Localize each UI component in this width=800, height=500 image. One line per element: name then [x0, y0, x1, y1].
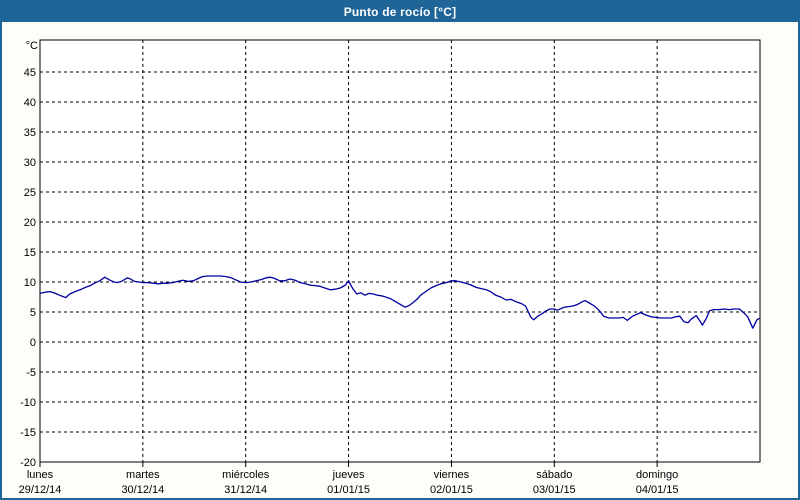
- day-name-label: sábado: [536, 469, 572, 481]
- y-tick-label: -20: [20, 457, 36, 469]
- chart-title: Punto de rocío [°C]: [343, 5, 457, 19]
- day-name-label: jueves: [332, 469, 365, 481]
- dewpoint-line: [39, 275, 760, 329]
- day-date-label: 04/01/15: [636, 484, 679, 496]
- y-tick-label: -5: [26, 367, 36, 379]
- day-name-label: viernes: [434, 469, 470, 481]
- y-tick-label: 15: [24, 247, 36, 259]
- day-name-label: martes: [126, 469, 160, 481]
- y-tick-label: -15: [20, 427, 36, 439]
- y-tick-label: 20: [24, 217, 36, 229]
- y-tick-label: 10: [24, 277, 36, 289]
- dewpoint-chart: 45 40 35 30 25 20 15 10 5 0 -5 -10 -15 -20 °C lunes 29/1…: [19, 39, 761, 496]
- y-tick-label: 40: [24, 97, 36, 109]
- day-date-label: 29/12/14: [19, 484, 62, 496]
- y-axis-unit: °C: [26, 40, 38, 52]
- plot-area: [39, 39, 761, 463]
- day-name-label: domingo: [636, 469, 678, 481]
- day-date-label: 03/01/15: [533, 484, 576, 496]
- y-tick-label: 45: [24, 67, 36, 79]
- day-name-label: miércoles: [222, 469, 270, 481]
- day-date-label: 02/01/15: [430, 484, 473, 496]
- y-tick-label: 5: [30, 307, 36, 319]
- day-date-label: 31/12/14: [224, 484, 267, 496]
- day-date-label: 30/12/14: [121, 484, 164, 496]
- chart-title-bar: Punto de rocío [°C]: [2, 2, 798, 22]
- day-name-label: lunes: [27, 469, 54, 481]
- y-tick-label: 30: [24, 157, 36, 169]
- y-tick-label: -10: [20, 397, 36, 409]
- y-tick-label: 35: [24, 127, 36, 139]
- y-tick-label: 0: [30, 337, 36, 349]
- day-date-label: 01/01/15: [327, 484, 370, 496]
- y-tick-label: 25: [24, 187, 36, 199]
